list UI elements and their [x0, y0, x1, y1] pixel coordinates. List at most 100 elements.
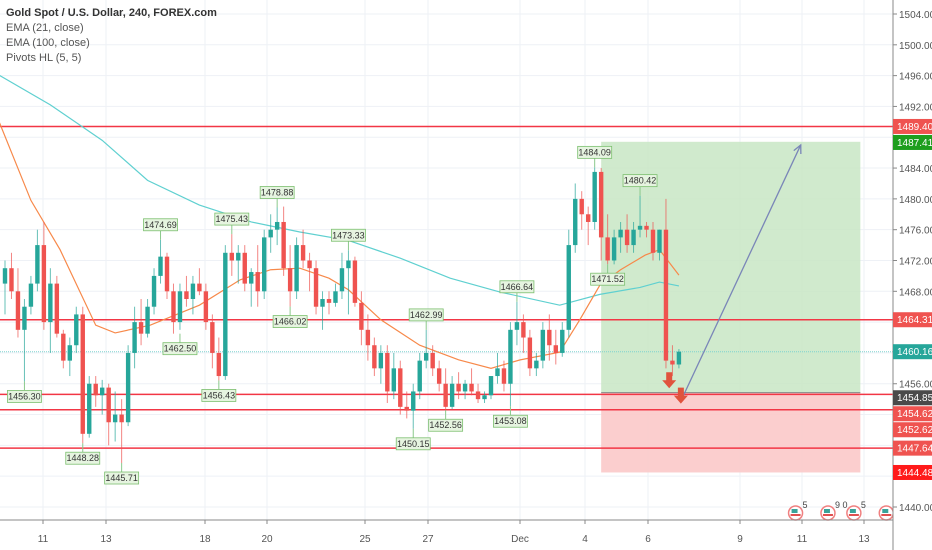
candle-body [74, 314, 79, 346]
candle-body [462, 383, 468, 392]
pivot-label: 1480.42 [622, 174, 658, 196]
indicator-ema100[interactable]: EMA (100, close) [6, 37, 90, 49]
candle-body [22, 306, 27, 330]
pivot-box [272, 315, 308, 328]
candle-body [229, 252, 234, 261]
pivot-box [499, 280, 535, 294]
candle [106, 383, 111, 446]
stop-zone [601, 392, 861, 473]
candle-body [171, 291, 176, 323]
candle [540, 322, 546, 369]
pivot-label: 1462.99 [408, 308, 444, 330]
candle [9, 252, 14, 300]
candle-body [508, 329, 513, 384]
candle [611, 229, 617, 265]
candle [333, 283, 338, 307]
candle-body [184, 291, 189, 300]
price-label-text: 1452.62 [897, 425, 932, 436]
candle [48, 268, 53, 353]
candle [443, 368, 448, 411]
candle [482, 391, 487, 404]
pivot-price: 1475.43 [216, 214, 249, 224]
pivot-price: 1462.50 [164, 344, 197, 354]
candle [586, 206, 591, 246]
time-tick-label: 4 [582, 534, 588, 545]
candle [242, 245, 247, 292]
candle [93, 376, 98, 407]
candle [547, 314, 552, 361]
time-tick-label: Dec [511, 534, 529, 545]
candle-body [534, 360, 539, 369]
pivot-price: 1471.52 [591, 274, 624, 284]
candle-body [80, 314, 85, 434]
candle [87, 376, 92, 438]
candle-body [177, 291, 183, 323]
candle [255, 245, 260, 307]
candle-body [592, 171, 597, 222]
candle-body [501, 368, 507, 384]
candle-body [514, 322, 520, 330]
flag-stripe [790, 514, 801, 516]
candle-body [404, 406, 409, 411]
candle [203, 283, 209, 330]
pivot-box [395, 437, 431, 451]
pivot-box [428, 418, 464, 432]
candle [637, 195, 643, 238]
candle [274, 207, 280, 246]
pivot-label: 1473.33 [331, 228, 366, 251]
candle [307, 252, 312, 292]
candle-body [553, 345, 558, 353]
candle [417, 352, 422, 400]
pivot-price: 1452.56 [429, 420, 462, 430]
candle [508, 322, 513, 407]
indicator-pivots[interactable]: Pivots HL (5, 5) [6, 52, 82, 64]
candle [223, 245, 228, 380]
entry-price-label: 1454.85 [893, 390, 932, 406]
candle-body [35, 245, 40, 284]
time-tick-label: 11 [38, 534, 49, 545]
candle-body [28, 283, 34, 307]
pivot-box [7, 390, 42, 403]
candle-body [378, 352, 384, 369]
indicator-ema21[interactable]: EMA (21, close) [6, 22, 84, 34]
candle [430, 345, 435, 377]
pivot-box [143, 218, 178, 232]
candle [80, 306, 85, 444]
candle-body [579, 198, 584, 215]
time-tick-label: 6 [645, 534, 651, 545]
time-tick-label: 13 [858, 534, 870, 545]
candle [151, 268, 157, 315]
pivot-label: 1466.64 [499, 280, 535, 302]
candle-body [469, 383, 474, 392]
time-tick-label: 9 [737, 534, 743, 545]
event-count: 5 [861, 500, 866, 510]
candle [372, 337, 377, 377]
candle-body [566, 245, 571, 330]
candle-body [9, 268, 14, 292]
candle-body [346, 260, 351, 269]
candle-body [106, 387, 111, 423]
price-axis-background [893, 0, 932, 550]
candle-body [313, 268, 319, 307]
pivot-label: 1462.50 [162, 333, 198, 356]
candle [339, 252, 345, 300]
candle [391, 352, 396, 400]
sell-arrow-icon [662, 372, 677, 389]
candle-body [300, 245, 306, 261]
candle [138, 299, 144, 346]
candle [378, 345, 384, 384]
level-price-label: 1464.31 [893, 312, 932, 328]
candle-body [618, 229, 623, 238]
economic-event-icon: 9 0 [820, 500, 847, 521]
candle-body [216, 352, 222, 377]
symbol-title[interactable]: Gold Spot / U.S. Dollar, 240, FOREX.com [6, 7, 217, 19]
candle-body [236, 252, 241, 261]
candle [527, 329, 533, 377]
candle [573, 183, 578, 253]
candle-body [540, 329, 546, 361]
time-tick-label: 13 [100, 534, 112, 545]
candle [145, 299, 150, 338]
candle-body [488, 376, 494, 396]
candle-body [320, 299, 325, 307]
